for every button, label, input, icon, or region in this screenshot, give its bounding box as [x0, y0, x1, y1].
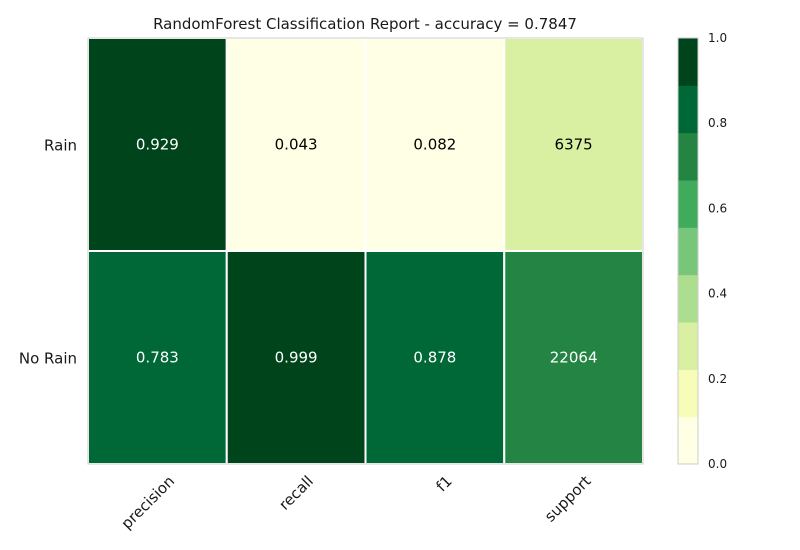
plot-frame: [87, 37, 644, 465]
cell-value-label: 0.929: [136, 136, 179, 154]
colorbar: 0.0 0.2 0.4 0.6 0.8 1.0: [677, 31, 727, 471]
heatmap-cell-1-1: [225, 250, 367, 465]
colorbar-swatch: [678, 227, 698, 276]
colorbar-swatch: [678, 180, 698, 228]
row-label: No Rain: [19, 350, 77, 368]
column-label: support: [541, 472, 595, 526]
cell-value-label: 0.043: [275, 136, 318, 154]
cell-value-label: 22064: [550, 349, 598, 367]
colorbar-tick-label: 0.0: [708, 457, 727, 471]
colorbar-tick-label: 0.6: [708, 201, 727, 215]
row-label: Rain: [44, 137, 77, 155]
colorbar-frame: [677, 37, 699, 465]
colorbar-swatch: [678, 416, 698, 465]
colorbar-tick-label: 0.2: [708, 372, 727, 386]
cell-value-label: 0.878: [413, 349, 456, 367]
column-label: f1: [432, 472, 455, 495]
heatmap-cell-0-0: [87, 37, 228, 252]
chart-title: RandomForest Classification Report - acc…: [153, 15, 577, 33]
cell-value-label: 0.082: [413, 136, 456, 154]
heatmap-cells: 0.929 0.043 0.082 6375 0.783 0.999 0.878 22064: [87, 37, 644, 465]
cell-value-label: 0.783: [136, 349, 179, 367]
column-label: recall: [275, 472, 317, 514]
cell-value-label: 0.999: [275, 349, 318, 367]
colorbar-swatch: [678, 369, 698, 418]
heatmap-cell-0-3: [503, 37, 644, 252]
row-labels: Rain No Rain: [19, 137, 77, 368]
column-label: precision: [118, 472, 179, 533]
colorbar-tick-label: 1.0: [708, 31, 727, 45]
colorbar-swatch: [678, 274, 698, 323]
heatmap-cell-0-1: [225, 37, 367, 252]
colorbar-tick-label: 0.8: [708, 116, 727, 130]
colorbar-swatch: [678, 38, 698, 86]
column-labels: precision recall f1 support: [118, 472, 595, 533]
cell-value-label: 6375: [555, 136, 593, 154]
heatmap-cell-1-0: [87, 250, 228, 465]
colorbar-swatch: [678, 85, 698, 134]
colorbar-swatch: [678, 322, 698, 370]
colorbar-tick-label: 0.4: [708, 287, 727, 301]
colorbar-swatch: [678, 132, 698, 181]
heatmap-cell-1-3: [503, 250, 644, 465]
